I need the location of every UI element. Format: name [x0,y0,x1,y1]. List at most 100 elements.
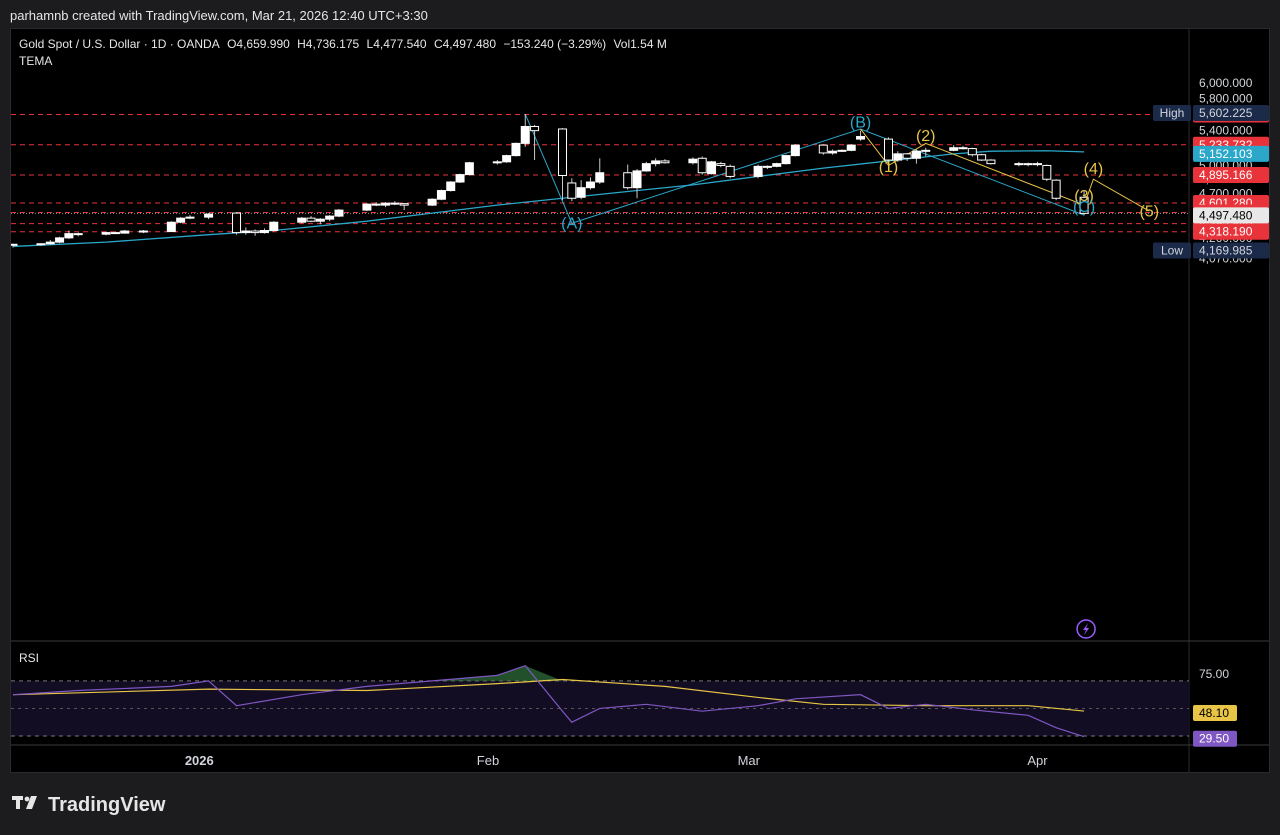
candle [893,151,903,162]
candle [1033,161,1043,167]
low-marker-value-bg [1193,242,1269,259]
candle [725,164,735,179]
rsi-value-text: 29.50 [1199,732,1229,746]
candle [958,145,968,150]
candle [1079,189,1089,216]
ohlc-change: −153.240 (−3.29%) [503,37,607,51]
price-tick-label: 5,800.000 [1199,91,1253,105]
chart-canvas[interactable]: (A) (B) (1) (2) (3) (4) (5) (C) 6,000.0005,800.0… [11,29,1269,772]
candle-body [334,209,344,217]
candle-body [651,160,661,165]
low-marker-value: 4,169.985 [1199,244,1253,258]
ohlc-close: C4,497.480 [433,37,497,51]
candle-body [362,203,372,211]
candle [530,124,540,161]
candle [781,154,791,165]
candle [977,153,987,161]
ohlc-low: L4,477.540 [366,37,427,51]
candle-body [772,163,782,167]
candle [399,203,409,211]
candle-body [390,202,400,205]
candle [436,189,446,201]
tema-price-label-text: 5,152.103 [1199,147,1253,161]
candle-body [893,153,903,161]
candle-body [902,153,912,159]
candle [166,221,176,233]
last-price-label: 4,497.480 [1193,207,1269,224]
tema-price-label-bg [1193,145,1269,162]
chart-panel[interactable]: (A) (B) (1) (2) (3) (4) (5) (C) 6,000.000 5,800.0… [10,28,1270,773]
candle [623,164,633,190]
candle-body [371,203,381,206]
wave-label: (2) [916,128,936,145]
price-level-label-bg [1193,223,1269,240]
candle-body [753,165,763,177]
wave-label: (B) [850,114,871,131]
candle [371,202,381,207]
candle-body [837,149,847,152]
wave-label: (4) [1084,161,1104,178]
candle-body [949,147,959,151]
candle-body [399,203,409,206]
candle-body [1023,163,1033,166]
last-price-label-text: 4,497.480 [1199,208,1253,222]
brand-name: TradingView [48,793,166,816]
rsi-value-label: 29.50 [1193,730,1237,747]
high-marker-value: 5,602.225 [1199,106,1253,120]
low-marker-tag-bg [1153,242,1191,259]
candle-body [660,160,670,164]
high-marker-tag: High [1160,106,1185,120]
candle-body [641,163,651,172]
price-tick-label: 6,000.000 [1199,76,1253,90]
candle [55,236,65,244]
wave-label: (5) [1139,204,1159,221]
candle [856,130,866,141]
lightning-icon-bolt [1083,623,1090,635]
candle [688,157,698,165]
candle [185,215,195,220]
rsi-ma-value-bg [1193,705,1237,722]
low-marker: Low 4,169.985 [1153,242,1269,259]
wave-12345-path [860,128,1150,212]
lightning-icon[interactable] [1076,619,1096,639]
candle-body [325,215,335,220]
rsi-ma-value-text: 48.10 [1199,706,1229,720]
candle [455,173,465,183]
rsi-value-bg [1193,730,1237,747]
candle-body [567,182,577,199]
candle-body [101,232,111,235]
candle [595,158,605,184]
candle [315,218,325,225]
rsi-ma-value-label: 48.10 [1193,705,1237,722]
candle-body [883,138,893,161]
indicator-label[interactable]: TEMA [19,54,53,68]
candle [772,162,782,168]
candle [45,240,55,245]
footer: TradingView [12,793,165,817]
candle-body [558,128,568,177]
candle [707,160,717,175]
candle-body [45,241,55,245]
candle [921,147,931,157]
candle-body [446,181,456,192]
candle [818,144,828,155]
rsi-ma-line [12,678,1085,712]
candle-body [436,190,446,200]
candle [576,180,586,200]
candle [427,198,437,207]
time-tick-label: Mar [738,753,761,768]
candle-body [846,144,856,151]
rsi-panel-label[interactable]: RSI [19,651,40,665]
tradingview-logo-icon [12,793,42,817]
symbol-title[interactable]: Gold Spot / U.S. Dollar · 1D · OANDA [19,37,220,51]
candle [297,217,307,224]
candle [306,216,316,223]
candle [660,159,670,164]
candle [883,137,893,166]
candle [259,228,269,234]
candle [204,213,214,220]
candle-body [716,163,726,166]
candle-body [1014,163,1024,166]
candle-body [790,144,800,157]
candle [558,128,568,201]
